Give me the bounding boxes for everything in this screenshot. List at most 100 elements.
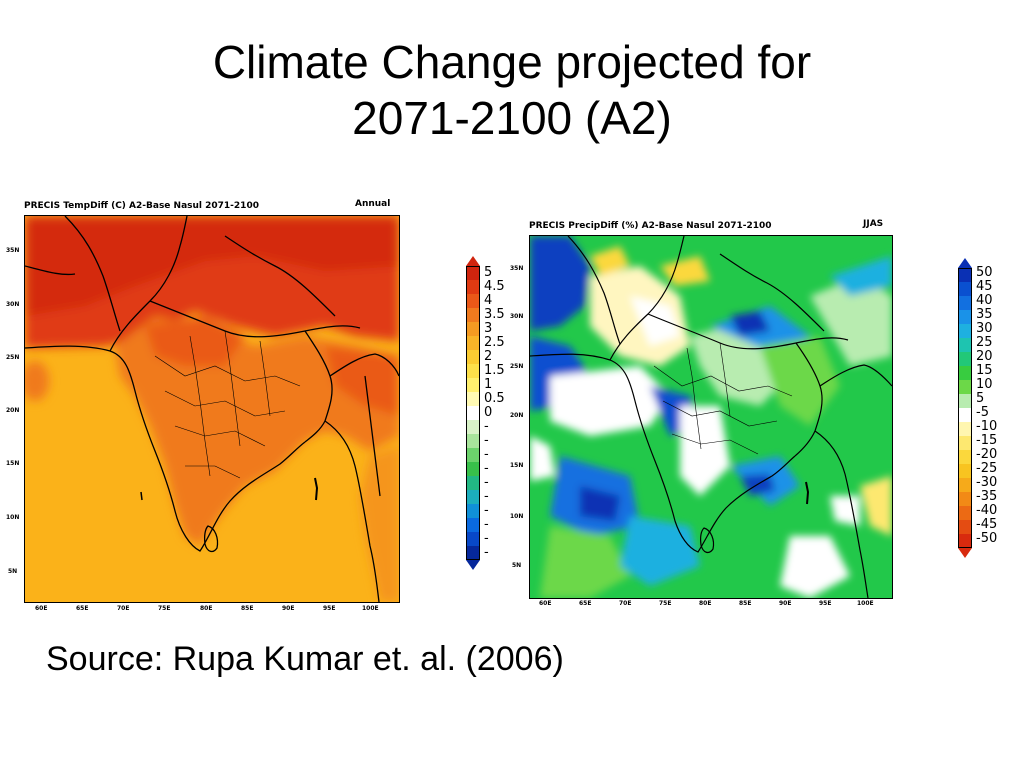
colorbar-segment — [958, 366, 972, 380]
colorbar-segment — [958, 408, 972, 422]
colorbar-segment — [958, 450, 972, 464]
colorbar-label: 2 — [484, 349, 493, 364]
colorbar-segment — [958, 492, 972, 506]
colorbar-label: -15 — [976, 433, 998, 448]
colorbar-label: -20 — [976, 447, 998, 462]
colorbar-label: 3.5 — [484, 307, 505, 322]
colorbar-segment — [958, 352, 972, 366]
slide-title-line2: 2071-2100 (A2) — [352, 92, 672, 144]
colorbar-segment — [466, 280, 480, 294]
temperature-colorbar — [466, 256, 480, 570]
colorbar-label: -35 — [976, 489, 998, 504]
colorbar-label: 1 — [484, 377, 493, 392]
colorbar-segment — [958, 394, 972, 408]
colorbar-segment — [958, 380, 972, 394]
lat-label: 35N — [6, 247, 20, 254]
colorbar-label: 2.5 — [484, 335, 505, 350]
lon-label: 85E — [739, 600, 752, 607]
colorbar-label: -10 — [976, 419, 998, 434]
lon-label: 100E — [857, 600, 874, 607]
colorbar-segment — [466, 322, 480, 336]
lat-label: 5N — [512, 562, 522, 569]
lat-label: 30N — [6, 301, 20, 308]
colorbar-top-arrow — [466, 256, 480, 266]
colorbar-segment — [958, 464, 972, 478]
colorbar-label: 20 — [976, 349, 993, 364]
colorbar-segment — [466, 532, 480, 546]
precipitation-map — [529, 235, 893, 599]
lon-label: 65E — [579, 600, 592, 607]
colorbar-segment — [958, 520, 972, 534]
colorbar-segment — [466, 462, 480, 476]
colorbar-label: -25 — [976, 461, 998, 476]
colorbar-top-arrow — [958, 258, 972, 268]
colorbar-segment — [466, 448, 480, 462]
colorbar-segment — [958, 310, 972, 324]
colorbar-segment — [466, 266, 480, 280]
lon-label: 70E — [117, 605, 130, 612]
colorbar-segment — [958, 282, 972, 296]
temperature-map — [24, 215, 400, 603]
colorbar-label: 15 — [976, 363, 993, 378]
colorbar-bottom-arrow — [466, 560, 480, 570]
colorbar-label: 0 — [484, 405, 493, 420]
precipitation-map-graphic — [530, 236, 892, 598]
lon-label: 75E — [659, 600, 672, 607]
colorbar-segment — [958, 324, 972, 338]
colorbar-label: 0.5 — [484, 391, 505, 406]
lat-label: 25N — [6, 354, 20, 361]
colorbar-segment — [466, 420, 480, 434]
colorbar-label: - — [484, 447, 489, 462]
colorbar-segment — [958, 506, 972, 520]
colorbar-segment — [466, 364, 480, 378]
temperature-map-season: Annual — [355, 199, 391, 209]
colorbar-label: -50 — [976, 531, 998, 546]
colorbar-segment — [958, 338, 972, 352]
colorbar-label: 35 — [976, 307, 993, 322]
colorbar-segment — [466, 378, 480, 392]
colorbar-label: - — [484, 517, 489, 532]
lon-label: 95E — [819, 600, 832, 607]
slide-title: Climate Change projected for 2071-2100 (… — [0, 34, 1024, 146]
colorbar-label: - — [484, 489, 489, 504]
colorbar-label: - — [484, 461, 489, 476]
lon-label: 80E — [200, 605, 213, 612]
colorbar-label: - — [484, 419, 489, 434]
colorbar-label: 25 — [976, 335, 993, 350]
temperature-map-header: PRECIS TempDiff (C) A2-Base Nasul 2071-2… — [24, 201, 259, 211]
lon-label: 80E — [699, 600, 712, 607]
colorbar-segment — [958, 534, 972, 548]
lat-label: 10N — [6, 514, 20, 521]
lon-label: 75E — [158, 605, 171, 612]
lat-label: 15N — [6, 460, 20, 467]
colorbar-label: - — [484, 503, 489, 518]
lat-label: 35N — [510, 265, 524, 272]
colorbar-segment — [958, 268, 972, 282]
colorbar-label: 3 — [484, 321, 493, 336]
colorbar-label: - — [484, 475, 489, 490]
colorbar-label: -30 — [976, 475, 998, 490]
colorbar-segment — [466, 504, 480, 518]
colorbar-segment — [466, 350, 480, 364]
colorbar-label: -5 — [976, 405, 989, 420]
colorbar-segment — [466, 434, 480, 448]
lon-label: 85E — [241, 605, 254, 612]
precipitation-colorbar — [958, 258, 972, 558]
colorbar-segment — [466, 406, 480, 420]
precipitation-map-header: PRECIS PrecipDiff (%) A2-Base Nasul 2071… — [529, 221, 772, 231]
lon-label: 90E — [779, 600, 792, 607]
lat-label: 25N — [510, 363, 524, 370]
colorbar-label: 50 — [976, 265, 993, 280]
colorbar-label: -45 — [976, 517, 998, 532]
colorbar-label: 1.5 — [484, 363, 505, 378]
colorbar-segment — [466, 518, 480, 532]
lat-label: 15N — [510, 462, 524, 469]
colorbar-segment — [466, 294, 480, 308]
lat-label: 10N — [510, 513, 524, 520]
colorbar-segment — [958, 296, 972, 310]
colorbar-label: 30 — [976, 321, 993, 336]
colorbar-label: - — [484, 531, 489, 546]
source-citation: Source: Rupa Kumar et. al. (2006) — [46, 640, 564, 678]
lat-label: 30N — [510, 313, 524, 320]
colorbar-segment — [466, 308, 480, 322]
